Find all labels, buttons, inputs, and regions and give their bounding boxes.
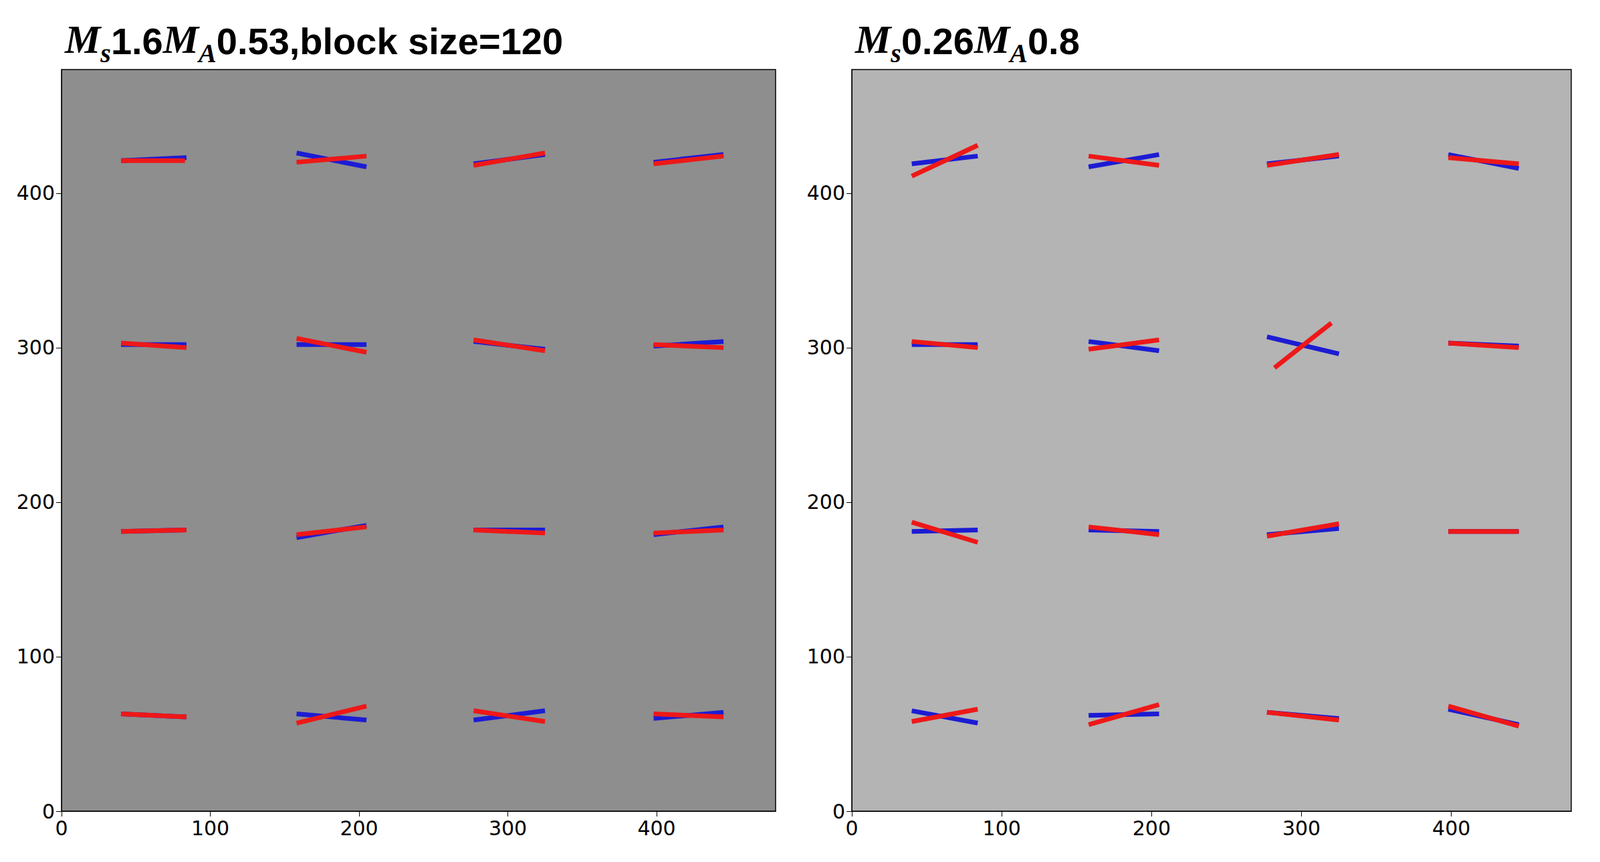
- svg-text:200: 200: [16, 490, 55, 514]
- svg-text:200: 200: [339, 816, 378, 840]
- svg-text:A: A: [196, 38, 217, 69]
- svg-text:1.6: 1.6: [110, 20, 164, 63]
- svg-text:400: 400: [637, 816, 676, 840]
- svg-text:0: 0: [42, 799, 55, 824]
- svg-text:300: 300: [807, 335, 846, 360]
- svg-text:100: 100: [807, 644, 846, 668]
- svg-text:M: M: [162, 17, 201, 62]
- svg-text:100: 100: [16, 644, 55, 668]
- svg-text:0: 0: [845, 816, 858, 840]
- svg-text:0.8: 0.8: [1027, 20, 1080, 63]
- svg-text:M: M: [973, 17, 1012, 62]
- svg-text:300: 300: [1282, 816, 1321, 840]
- svg-text:300: 300: [16, 335, 55, 360]
- svg-text:s: s: [889, 38, 902, 69]
- svg-text:0.26: 0.26: [901, 20, 975, 63]
- svg-text:400: 400: [1432, 816, 1471, 840]
- svg-text:M: M: [854, 17, 893, 62]
- svg-text:100: 100: [191, 816, 230, 840]
- svg-text:0.53,block size=120: 0.53,block size=120: [216, 20, 563, 63]
- svg-text:200: 200: [1132, 816, 1171, 840]
- svg-text:400: 400: [16, 181, 55, 205]
- svg-text:0: 0: [832, 799, 846, 824]
- svg-text:0: 0: [54, 816, 68, 840]
- svg-text:M: M: [64, 17, 103, 62]
- svg-text:300: 300: [488, 816, 527, 840]
- svg-text:100: 100: [982, 816, 1021, 840]
- svg-text:400: 400: [807, 181, 846, 205]
- svg-text:s: s: [99, 38, 111, 69]
- svg-text:A: A: [1007, 38, 1028, 69]
- svg-text:200: 200: [807, 490, 846, 514]
